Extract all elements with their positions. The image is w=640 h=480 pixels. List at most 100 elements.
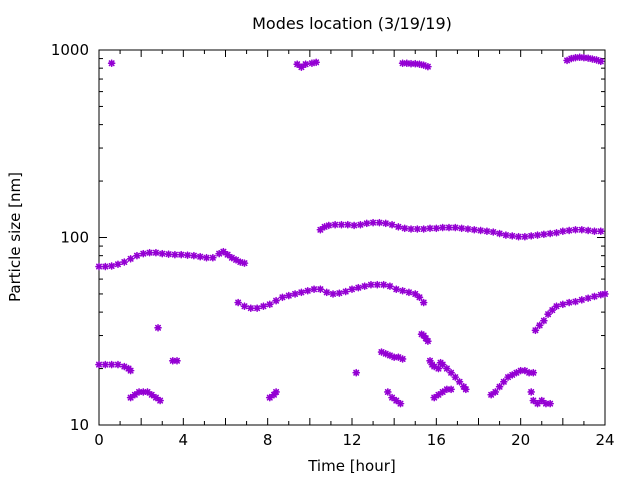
- data-point: [177, 250, 186, 259]
- data-point: [171, 250, 179, 259]
- data-point: [375, 218, 384, 227]
- data-point: [247, 304, 255, 312]
- data-point: [107, 262, 116, 270]
- data-point: [596, 57, 605, 66]
- data-point: [107, 360, 116, 369]
- data-point: [398, 286, 407, 295]
- data-point: [350, 221, 358, 230]
- x-tick-label: 0: [94, 431, 104, 449]
- data-point: [578, 296, 586, 304]
- data-point: [407, 225, 415, 233]
- data-point: [489, 228, 498, 236]
- data-point: [394, 223, 403, 231]
- data-point: [316, 285, 325, 293]
- data-point: [447, 368, 455, 377]
- x-tick-label: 24: [595, 431, 614, 449]
- data-point: [495, 229, 504, 238]
- data-point: [529, 368, 538, 377]
- data-point: [272, 296, 280, 305]
- data-point: [354, 283, 363, 292]
- data-point: [508, 232, 517, 240]
- data-point: [455, 377, 464, 386]
- data-point: [253, 304, 261, 312]
- data-point: [190, 251, 198, 260]
- data-point: [548, 306, 557, 314]
- data-point: [514, 232, 523, 241]
- data-point: [196, 252, 204, 261]
- data-point: [139, 249, 148, 258]
- data-point: [101, 360, 110, 369]
- data-point: [379, 280, 388, 289]
- data-point: [535, 321, 544, 330]
- data-point: [443, 385, 451, 394]
- data-point: [145, 248, 154, 257]
- data-point: [552, 228, 561, 237]
- data-point: [419, 225, 428, 233]
- data-point: [464, 225, 472, 233]
- data-point: [95, 262, 103, 271]
- data-point: [95, 360, 103, 369]
- data-point: [462, 385, 470, 394]
- data-point: [521, 232, 529, 241]
- data-point: [362, 219, 371, 228]
- data-point: [495, 382, 504, 391]
- data-point: [565, 298, 573, 307]
- data-point: [164, 250, 173, 258]
- data-point: [438, 223, 447, 232]
- data-point: [356, 220, 365, 229]
- data-point: [352, 368, 361, 377]
- data-point: [101, 262, 110, 271]
- y-tick-label: 100: [60, 229, 89, 247]
- data-point: [451, 373, 460, 381]
- data-point: [135, 388, 143, 396]
- data-point: [451, 223, 460, 232]
- data-point: [470, 225, 479, 234]
- data-point: [424, 62, 432, 71]
- data-point: [527, 232, 536, 240]
- data-point: [457, 224, 466, 233]
- data-point: [291, 290, 299, 298]
- data-point: [546, 399, 554, 408]
- data-point: [419, 298, 428, 307]
- data-point: [392, 285, 401, 293]
- data-point: [335, 289, 344, 297]
- x-tick-label: 16: [427, 431, 446, 449]
- data-point: [343, 220, 352, 229]
- y-tick-label: 10: [70, 416, 89, 434]
- data-point: [533, 231, 542, 239]
- data-point: [381, 219, 390, 228]
- data-point: [284, 291, 293, 300]
- data-point: [483, 227, 491, 236]
- data-point: [297, 288, 306, 297]
- data-point: [156, 396, 164, 405]
- data-point: [540, 316, 548, 325]
- data-point: [491, 388, 500, 396]
- data-point: [386, 282, 394, 290]
- data-point: [173, 356, 181, 365]
- data-point: [499, 377, 508, 386]
- data-point: [114, 260, 122, 269]
- data-point: [400, 224, 409, 233]
- data-point: [360, 282, 369, 290]
- data-point: [272, 388, 280, 396]
- data-point: [398, 355, 407, 363]
- data-point: [392, 396, 401, 405]
- data-point: [322, 288, 331, 297]
- x-axis: 0 4 8 12 16 20 24: [94, 50, 615, 449]
- y-tick-label: 1000: [51, 41, 89, 59]
- data-point: [126, 254, 135, 263]
- y-axis: 10 100 1000: [51, 41, 605, 434]
- data-point: [209, 253, 217, 262]
- data-point: [601, 290, 609, 298]
- data-point: [120, 258, 129, 266]
- data-point: [329, 290, 337, 298]
- data-point: [426, 224, 434, 233]
- data-point: [223, 250, 232, 259]
- data-point: [396, 399, 405, 408]
- data-point: [447, 385, 455, 394]
- data-point: [445, 223, 453, 232]
- data-point: [265, 300, 274, 309]
- data-point: [240, 302, 249, 311]
- data-point: [234, 298, 242, 307]
